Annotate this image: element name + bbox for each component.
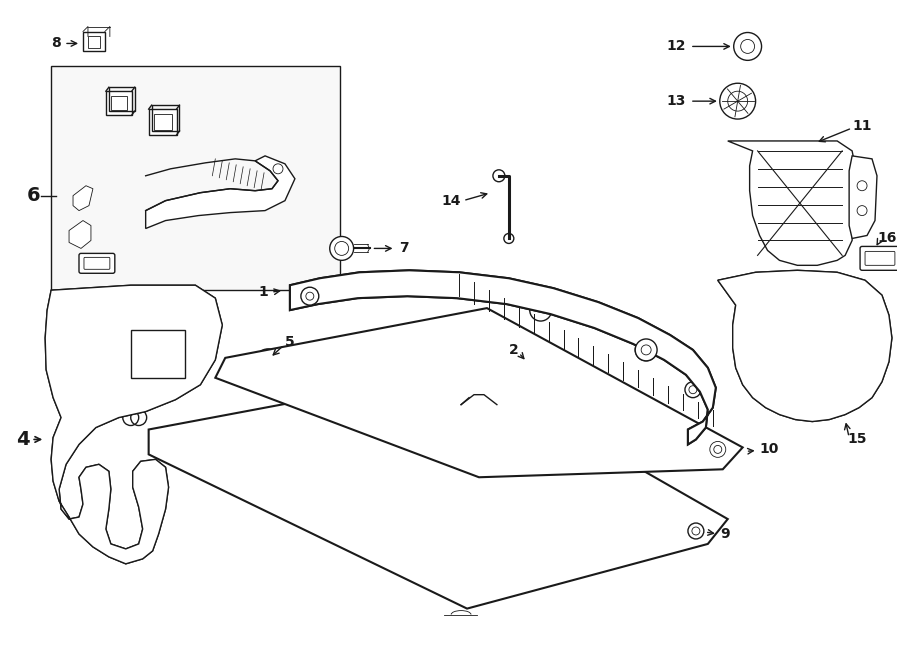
Text: 11: 11 xyxy=(852,119,871,133)
Polygon shape xyxy=(73,186,93,211)
Bar xyxy=(51,66,339,290)
Text: 13: 13 xyxy=(667,94,686,108)
Text: 15: 15 xyxy=(847,432,867,446)
Circle shape xyxy=(685,382,701,398)
Bar xyxy=(752,300,803,330)
Text: 10: 10 xyxy=(760,442,779,456)
Bar xyxy=(148,109,176,135)
Circle shape xyxy=(635,339,657,361)
Bar xyxy=(106,91,131,115)
Circle shape xyxy=(301,288,319,305)
Text: 14: 14 xyxy=(442,194,461,208)
Circle shape xyxy=(329,237,354,260)
Polygon shape xyxy=(849,156,877,239)
Bar xyxy=(154,114,172,130)
Bar xyxy=(130,330,185,378)
Circle shape xyxy=(734,32,761,60)
Polygon shape xyxy=(45,286,222,564)
Circle shape xyxy=(255,349,281,375)
Bar xyxy=(151,105,179,131)
Text: 12: 12 xyxy=(666,40,686,54)
Polygon shape xyxy=(728,141,855,265)
FancyBboxPatch shape xyxy=(83,32,105,52)
Text: 2: 2 xyxy=(509,343,518,357)
Text: 8: 8 xyxy=(51,36,61,50)
Ellipse shape xyxy=(522,364,540,375)
Text: 3: 3 xyxy=(577,303,586,317)
Text: 7: 7 xyxy=(400,241,409,255)
Circle shape xyxy=(493,170,505,182)
Text: 9: 9 xyxy=(720,527,729,541)
Text: 5: 5 xyxy=(285,335,294,349)
Circle shape xyxy=(504,233,514,243)
Text: 4: 4 xyxy=(16,430,30,449)
FancyBboxPatch shape xyxy=(79,253,115,273)
Polygon shape xyxy=(215,308,742,477)
Circle shape xyxy=(122,410,139,426)
Bar xyxy=(813,300,852,330)
Circle shape xyxy=(635,339,657,361)
Polygon shape xyxy=(718,270,892,422)
Circle shape xyxy=(530,299,552,321)
Polygon shape xyxy=(290,270,716,444)
Circle shape xyxy=(301,288,319,305)
Polygon shape xyxy=(148,369,728,609)
Circle shape xyxy=(720,83,756,119)
Text: 6: 6 xyxy=(26,186,40,205)
Text: 1: 1 xyxy=(258,285,268,299)
Text: 16: 16 xyxy=(877,231,896,245)
Bar xyxy=(111,97,127,110)
Polygon shape xyxy=(290,270,716,444)
Polygon shape xyxy=(69,221,91,249)
FancyBboxPatch shape xyxy=(860,247,900,270)
Bar xyxy=(109,87,135,111)
FancyBboxPatch shape xyxy=(88,36,100,48)
Polygon shape xyxy=(45,286,222,564)
Bar xyxy=(130,330,185,378)
Polygon shape xyxy=(718,270,892,422)
Polygon shape xyxy=(146,156,295,229)
